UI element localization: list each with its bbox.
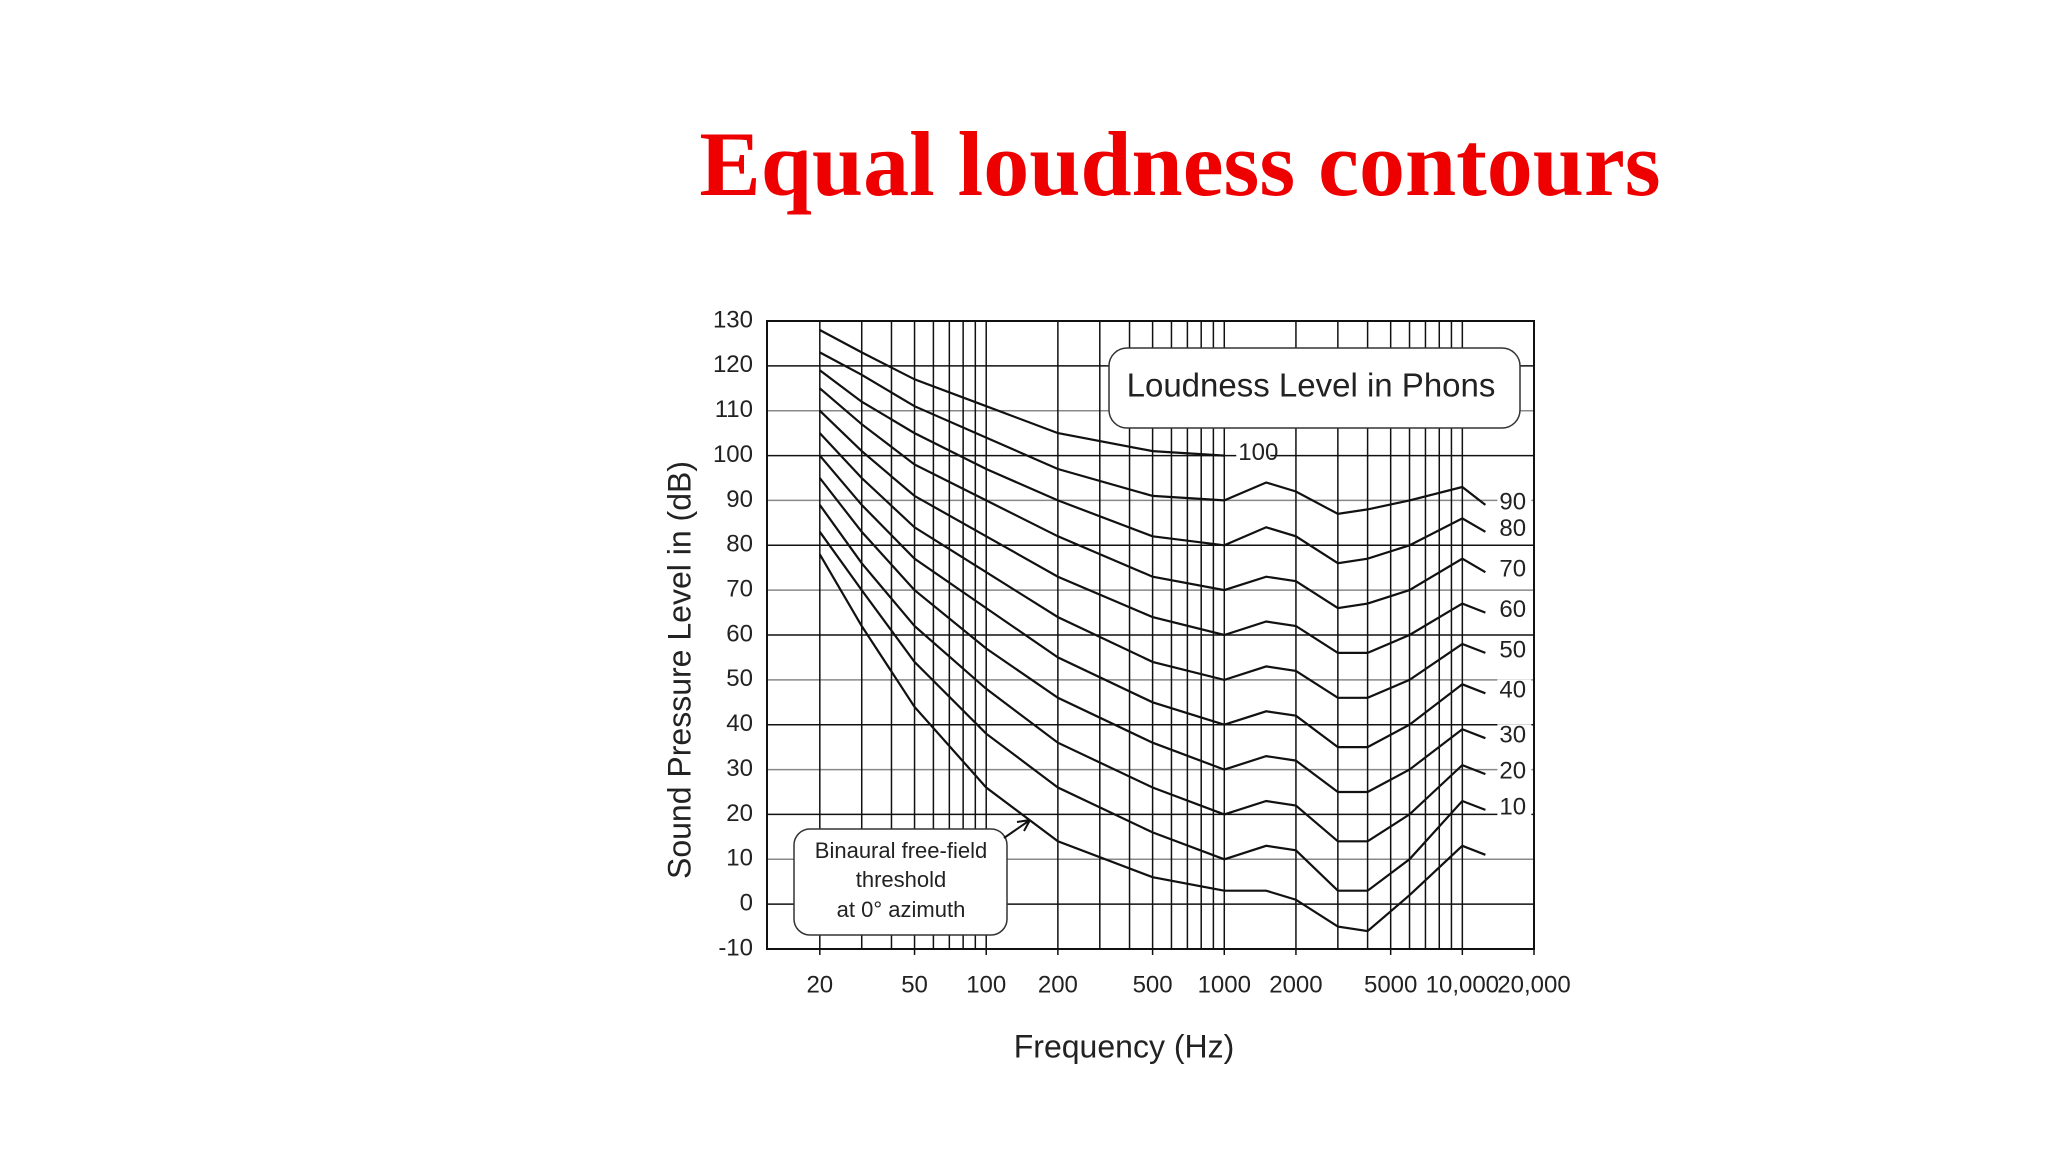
y-tick-label: 130 bbox=[713, 306, 753, 333]
legend-box bbox=[1108, 347, 1521, 429]
y-tick-label: 50 bbox=[726, 665, 753, 692]
overlays: Loudness Level in Phons Binaural free-fi… bbox=[793, 347, 1521, 936]
series-label: 30 bbox=[1499, 722, 1526, 749]
y-tick-label: 10 bbox=[726, 845, 753, 872]
x-tick-label: 1000 bbox=[1198, 971, 1251, 998]
series-label-bg bbox=[1497, 517, 1532, 542]
contour-line bbox=[819, 351, 1487, 516]
series-label-bg bbox=[1497, 760, 1532, 785]
x-tick-label: 200 bbox=[1038, 971, 1078, 998]
contour-line bbox=[818, 531, 1486, 892]
x-tick-label: 10,000 bbox=[1426, 971, 1499, 998]
x-axis-title: Frequency (Hz) bbox=[1014, 1028, 1235, 1064]
series-label: 10 bbox=[1499, 793, 1526, 820]
y-tick-label: 20 bbox=[726, 800, 753, 827]
slide-title: Equal loudness contours bbox=[699, 113, 1660, 215]
y-tick-label: 120 bbox=[713, 351, 753, 378]
y-tick-label: 80 bbox=[726, 531, 753, 558]
series-label: 100 bbox=[1238, 439, 1278, 466]
series-label: 70 bbox=[1499, 556, 1526, 583]
annotation-line: threshold bbox=[856, 867, 947, 892]
series-label-bg bbox=[1497, 558, 1532, 583]
contour-line bbox=[819, 409, 1486, 654]
y-tick-label: 30 bbox=[726, 755, 753, 782]
contour-line bbox=[818, 454, 1486, 749]
annotation-arrow bbox=[1003, 819, 1031, 839]
series-label: 60 bbox=[1499, 596, 1526, 623]
series-label-bg bbox=[1497, 638, 1532, 663]
y-tick-label: 110 bbox=[715, 396, 753, 423]
y-tick-label: -10 bbox=[718, 934, 753, 961]
contour-line bbox=[818, 432, 1486, 699]
annotation-line: Binaural free-field bbox=[815, 838, 987, 863]
series-label-bg bbox=[1236, 441, 1271, 466]
y-tick-label: 0 bbox=[740, 889, 753, 916]
contour-line bbox=[819, 387, 1486, 610]
legend-title: Loudness Level in Phons bbox=[1127, 367, 1496, 404]
y-tick-label: 60 bbox=[726, 620, 753, 647]
series-label: 20 bbox=[1499, 757, 1526, 784]
y-tick-label: 90 bbox=[726, 486, 753, 513]
series-label: 40 bbox=[1499, 677, 1526, 704]
series-label-bg bbox=[1497, 598, 1532, 623]
series-label: 90 bbox=[1499, 488, 1526, 515]
annotation-line: at 0° azimuth bbox=[837, 897, 966, 922]
contour-line bbox=[818, 477, 1486, 794]
y-axis-title: Sound Pressure Level in (dB) bbox=[661, 461, 697, 879]
series-label-bg bbox=[1497, 724, 1532, 749]
x-tick-label: 50 bbox=[901, 971, 928, 998]
x-tick-label: 20,000 bbox=[1497, 971, 1570, 998]
series-label: 50 bbox=[1499, 636, 1526, 663]
x-tick-label: 20 bbox=[806, 971, 833, 998]
plot-frame bbox=[766, 320, 1535, 950]
contour-line bbox=[818, 504, 1486, 843]
contour-line bbox=[819, 329, 1225, 457]
annotation-box bbox=[793, 828, 1008, 936]
series-label: 80 bbox=[1499, 515, 1526, 542]
x-tick-label: 5000 bbox=[1364, 971, 1417, 998]
series-label-bg bbox=[1497, 679, 1532, 704]
y-tick-label: 70 bbox=[726, 575, 753, 602]
contour-line bbox=[818, 553, 1486, 933]
y-tick-label: 40 bbox=[726, 710, 753, 737]
series-label-bg bbox=[1497, 490, 1532, 515]
y-tick-label: 100 bbox=[713, 441, 753, 468]
x-tick-label: 500 bbox=[1133, 971, 1173, 998]
x-tick-label: 100 bbox=[966, 971, 1006, 998]
contour-line bbox=[819, 369, 1486, 565]
series-label-bg bbox=[1497, 795, 1532, 820]
x-tick-label: 2000 bbox=[1269, 971, 1322, 998]
